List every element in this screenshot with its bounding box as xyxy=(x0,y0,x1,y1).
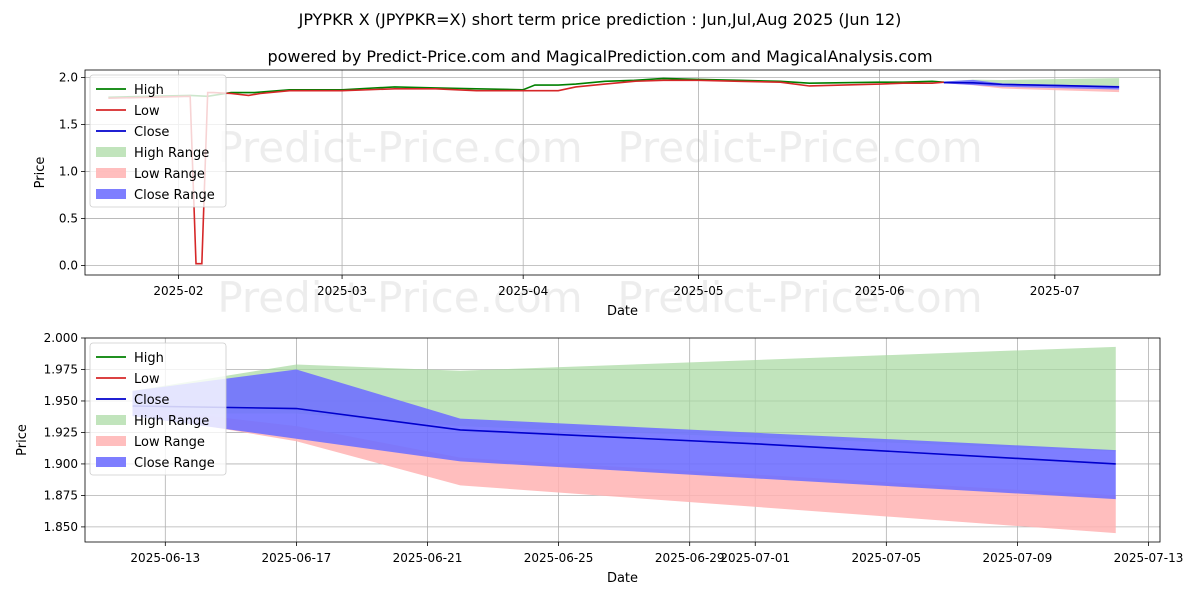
chart-subtitle: powered by Predict-Price.com and Magical… xyxy=(267,47,932,66)
high-line xyxy=(108,77,944,99)
x-axis-label: Date xyxy=(607,571,638,586)
legend-label: Low xyxy=(134,104,160,119)
y-tick-label: 1.925 xyxy=(44,425,78,439)
series-group xyxy=(132,346,1116,534)
close-line xyxy=(943,81,1120,88)
legend-swatch xyxy=(96,168,126,178)
x-tick-label: 2025-07-05 xyxy=(851,551,921,565)
x-tick-label: 2025-04 xyxy=(498,284,548,298)
watermark-text: Predict-Price.com xyxy=(217,273,582,322)
chart-title: JPYPKR X (JPYPKR=X) short term price pre… xyxy=(298,10,902,29)
legend-label: High xyxy=(134,351,164,366)
legend-swatch xyxy=(96,189,126,199)
y-tick-label: 0.5 xyxy=(59,212,78,226)
x-tick-label: 2025-06-25 xyxy=(524,551,594,565)
legend-label: High Range xyxy=(134,146,209,161)
x-tick-label: 2025-06 xyxy=(854,284,904,298)
y-axis-label: Price xyxy=(15,424,30,456)
watermark-text: Predict-Price.com xyxy=(217,123,582,172)
legend-label: Close xyxy=(134,125,169,140)
y-tick-label: 2.0 xyxy=(59,71,78,85)
x-tick-label: 2025-07-01 xyxy=(720,551,790,565)
x-tick-label: 2025-07-13 xyxy=(1114,551,1184,565)
legend-label: Close Range xyxy=(134,188,215,203)
legend-swatch xyxy=(96,415,126,425)
x-tick-label: 2025-06-13 xyxy=(130,551,200,565)
legend-label: Low Range xyxy=(134,435,205,450)
y-tick-label: 1.850 xyxy=(44,520,78,534)
close-line xyxy=(132,405,1116,465)
y-tick-label: 1.5 xyxy=(59,118,78,132)
x-axis-label: Date xyxy=(607,304,638,319)
y-tick-label: 1.900 xyxy=(44,457,78,471)
legend-label: Close xyxy=(134,393,169,408)
legend-swatch xyxy=(96,457,126,467)
y-tick-label: 1.875 xyxy=(44,488,78,502)
series-group xyxy=(108,77,1120,265)
x-tick-label: 2025-03 xyxy=(317,284,367,298)
legend-label: High xyxy=(134,83,164,98)
y-tick-label: 1.975 xyxy=(44,362,78,376)
legend-swatch xyxy=(96,147,126,157)
y-axis-label: Price xyxy=(33,157,48,189)
legend-label: Close Range xyxy=(134,456,215,471)
x-tick-label: 2025-07-09 xyxy=(983,551,1053,565)
x-tick-label: 2025-06-17 xyxy=(262,551,332,565)
legend-swatch xyxy=(96,436,126,446)
y-tick-label: 0.0 xyxy=(59,259,78,273)
y-tick-label: 1.950 xyxy=(44,394,78,408)
watermark-text: Predict-Price.com xyxy=(617,273,982,322)
plot-frame xyxy=(84,337,1161,543)
high-range-band xyxy=(943,78,1120,86)
watermark-text: Predict-Price.com xyxy=(617,123,982,172)
plot-frame xyxy=(84,69,1161,276)
x-tick-label: 2025-06-29 xyxy=(655,551,725,565)
low-line xyxy=(108,79,944,265)
y-tick-label: 2.000 xyxy=(44,331,78,345)
x-tick-label: 2025-05 xyxy=(673,284,723,298)
forecast-plot: 2025-06-13 2025-06-17 2025-06-21 2025-06-25… xyxy=(15,331,1183,586)
x-tick-label: 2025-07 xyxy=(1030,284,1080,298)
high-range-band xyxy=(132,346,1116,452)
x-tick-label: 2025-02 xyxy=(153,284,203,298)
history-plot: Predict-Price.com Predict-Price.com Predic… xyxy=(33,69,1161,322)
x-tick-label: 2025-06-21 xyxy=(393,551,463,565)
legend-label: High Range xyxy=(134,414,209,429)
close-range-band xyxy=(132,369,1116,500)
legend-label: Low xyxy=(134,372,160,387)
legend-label: Low Range xyxy=(134,167,205,182)
y-tick-label: 1.0 xyxy=(59,165,78,179)
